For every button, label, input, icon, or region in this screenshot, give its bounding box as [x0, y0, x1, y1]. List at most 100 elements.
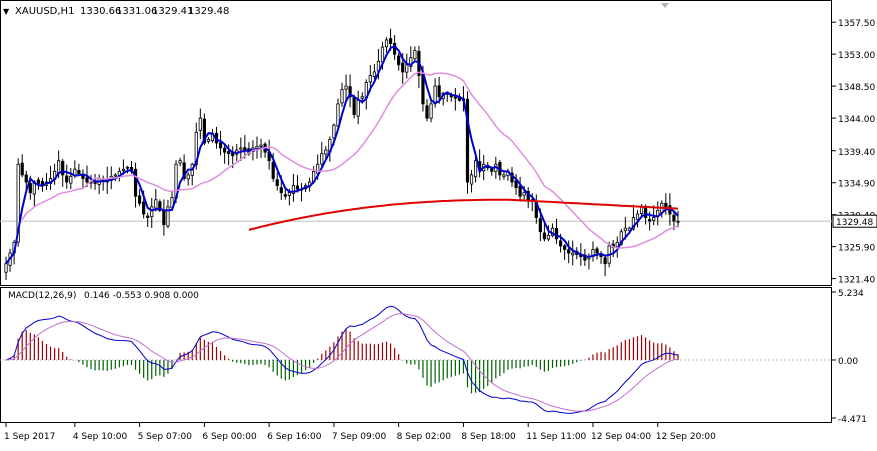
- bull-candle: [69, 175, 73, 184]
- bull-candle: [360, 96, 364, 99]
- bull-candle: [291, 185, 296, 194]
- bear-candle: [81, 175, 85, 179]
- bull-candle: [324, 149, 328, 155]
- bear-candle: [227, 151, 231, 155]
- bear-candle: [465, 98, 470, 183]
- bear-candle: [643, 206, 648, 218]
- bear-candle: [283, 194, 287, 197]
- price-tick-label: 1357.50: [838, 19, 875, 29]
- bear-candle: [648, 219, 652, 222]
- bull-candle: [259, 144, 263, 147]
- bull-candle: [623, 227, 627, 232]
- bear-candle: [77, 170, 81, 174]
- bull-candle: [320, 153, 324, 165]
- bull-candle: [121, 168, 126, 171]
- price-layer: [0, 28, 832, 281]
- time-tick-label: 12 Sep 04:00: [591, 432, 651, 442]
- bear-candle: [348, 86, 352, 98]
- bull-candle: [206, 138, 211, 142]
- bear-candle: [20, 162, 24, 176]
- bear-candle: [162, 209, 166, 226]
- bear-candle: [133, 168, 138, 197]
- bear-candle: [558, 240, 563, 247]
- bull-candle: [340, 89, 344, 104]
- bull-candle: [166, 206, 170, 227]
- bear-candle: [437, 85, 441, 98]
- bear-candle: [202, 118, 206, 144]
- bear-candle: [36, 179, 41, 184]
- time-tick-label: 1 Sep 2017: [4, 432, 55, 442]
- bull-candle: [615, 241, 619, 248]
- bear-candle: [295, 185, 300, 190]
- bull-candle: [178, 160, 182, 164]
- bull-candle: [384, 39, 389, 48]
- current-price-label: 1329.48: [836, 218, 873, 228]
- bull-candle: [316, 163, 320, 174]
- symbol-caret-icon[interactable]: ▼: [3, 7, 10, 16]
- bull-candle: [368, 75, 372, 83]
- price-tick-label: 1321.40: [838, 276, 875, 286]
- bull-candle: [154, 199, 158, 209]
- bear-candle: [514, 180, 518, 189]
- bull-candle: [546, 234, 551, 240]
- bear-candle: [158, 201, 162, 211]
- bull-candle: [186, 174, 190, 180]
- ohlc-close: 1329.48: [188, 6, 229, 17]
- price-tick-label: 1325.90: [838, 244, 875, 254]
- current-price-tag: [832, 214, 877, 228]
- bear-candle: [542, 232, 546, 240]
- bear-candle: [223, 147, 227, 153]
- symbol-label: XAUUSD,H1: [15, 6, 74, 17]
- bull-candle: [502, 174, 506, 178]
- bear-candle: [24, 174, 28, 183]
- price-tick-label: 1339.40: [838, 148, 875, 158]
- bull-candle: [473, 160, 478, 178]
- bull-candle: [433, 85, 437, 105]
- bear-candle: [554, 227, 559, 240]
- bear-candle: [603, 257, 607, 265]
- time-tick-label: 7 Sep 09:00: [332, 432, 387, 442]
- bull-candle: [150, 206, 154, 218]
- bull-candle: [469, 174, 474, 185]
- bear-candle: [28, 183, 32, 194]
- bear-candle: [146, 215, 150, 218]
- bear-candle: [401, 62, 405, 73]
- time-tick-label: 6 Sep 16:00: [267, 432, 322, 442]
- macd-signal-line: [5, 313, 679, 412]
- ohlc-low: 1329.41: [152, 6, 193, 17]
- bull-candle: [332, 124, 336, 139]
- bear-candle: [567, 249, 571, 254]
- bear-candle: [672, 214, 676, 222]
- time-tick-label: 4 Sep 10:00: [73, 432, 128, 442]
- bull-candle: [676, 220, 680, 223]
- bear-candle: [182, 162, 186, 179]
- ma-slow-line: [248, 198, 679, 231]
- time-tick-label: 5 Sep 07:00: [138, 432, 193, 442]
- bull-candle: [631, 217, 636, 230]
- bull-candle: [635, 213, 640, 220]
- bull-candle: [16, 163, 20, 243]
- bear-candle: [453, 96, 457, 99]
- bull-candle: [198, 117, 202, 131]
- macd-title: MACD(12,26,9): [8, 291, 76, 301]
- macd-tick-label: 5.234: [838, 289, 864, 299]
- bull-candle: [429, 103, 433, 119]
- bear-candle: [352, 96, 356, 115]
- bull-candle: [344, 85, 348, 90]
- bear-candle: [397, 55, 401, 66]
- macd-tick-label: 0.00: [838, 357, 858, 367]
- price-tick-label: 1348.50: [838, 83, 875, 93]
- axis-layer: 1357.50 1353.00 1348.50 1344.00 1339.40 1334.…: [4, 19, 877, 442]
- shift-marker-icon[interactable]: [661, 3, 669, 8]
- bear-candle: [65, 175, 69, 183]
- bear-candle: [218, 142, 223, 149]
- bull-candle: [405, 64, 409, 73]
- bear-candle: [142, 201, 146, 215]
- bull-candle: [522, 192, 526, 196]
- price-tick-label: 1344.00: [838, 115, 875, 125]
- bull-candle: [639, 206, 644, 214]
- bull-candle: [287, 192, 291, 196]
- ma-medium-line: [21, 71, 679, 249]
